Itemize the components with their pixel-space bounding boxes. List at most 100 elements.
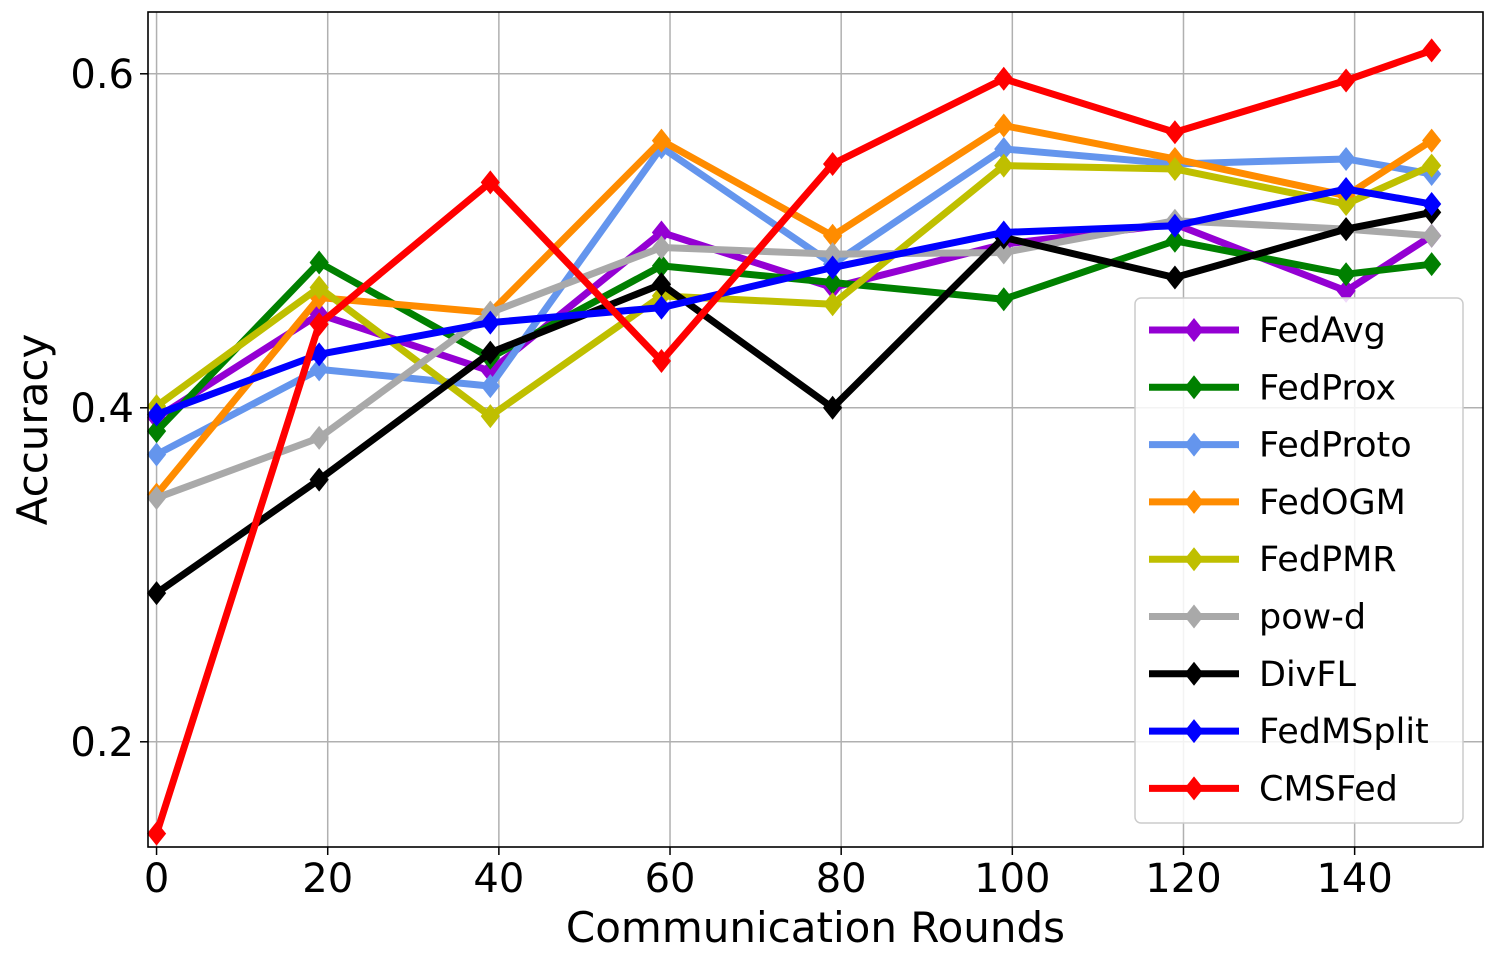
legend-item-fedpmr: FedPMR xyxy=(1149,540,1397,580)
plot-frame xyxy=(147,11,1484,848)
data-point xyxy=(146,402,167,427)
x-tick-label: 60 xyxy=(645,856,696,902)
data-point xyxy=(1336,278,1356,303)
data-point xyxy=(146,442,167,467)
legend-item-fedavg: FedAvg xyxy=(1149,311,1386,351)
data-point xyxy=(1336,146,1356,171)
data-point xyxy=(994,136,1014,161)
data-point xyxy=(823,270,843,295)
legend-box xyxy=(1134,297,1464,824)
x-tick-label: 100 xyxy=(974,856,1050,902)
data-point xyxy=(823,223,843,248)
series-cmsfed xyxy=(146,38,1442,846)
legend-item-divfl: DivFL xyxy=(1149,655,1357,695)
legend-marker xyxy=(1184,719,1204,744)
legend-label: FedPMR xyxy=(1259,540,1397,580)
legend-item-fedogm: FedOGM xyxy=(1149,483,1406,523)
data-point xyxy=(1336,192,1356,217)
data-point xyxy=(651,349,672,374)
data-point xyxy=(1422,153,1442,178)
legend-label: FedAvg xyxy=(1259,311,1386,351)
legend-label: FedMSplit xyxy=(1259,712,1429,752)
y-axis-ticks: 0.2 0.4 0.6 xyxy=(70,52,148,766)
data-point xyxy=(994,287,1014,312)
data-point xyxy=(146,581,167,606)
series-fedmsplit xyxy=(146,177,1442,427)
data-point xyxy=(309,357,329,382)
data-point xyxy=(994,220,1014,245)
legend-label: CMSFed xyxy=(1259,769,1398,809)
data-point xyxy=(651,295,672,320)
data-point xyxy=(651,235,672,260)
legend-label: pow-d xyxy=(1259,598,1366,638)
data-point xyxy=(146,485,167,510)
data-point xyxy=(1165,120,1185,145)
data-point xyxy=(1165,265,1185,290)
legend-marker xyxy=(1184,604,1204,629)
x-tick-label: 140 xyxy=(1316,856,1392,902)
data-point xyxy=(480,359,500,384)
data-point xyxy=(823,151,843,176)
legend-item-fedproto: FedProto xyxy=(1149,426,1412,466)
data-point xyxy=(1165,213,1185,238)
data-point xyxy=(823,395,843,420)
y-axis-title: Accuracy xyxy=(8,334,57,526)
data-point xyxy=(1422,38,1442,63)
data-point xyxy=(1336,177,1356,202)
legend-item-pow-d: pow-d xyxy=(1149,598,1366,638)
data-point xyxy=(1336,217,1356,242)
data-point xyxy=(1422,252,1442,277)
legend-label: FedOGM xyxy=(1259,483,1406,523)
legend-label: DivFL xyxy=(1259,655,1357,695)
legend-item-fedprox: FedProx xyxy=(1149,368,1396,408)
data-point xyxy=(1336,262,1356,287)
data-point xyxy=(146,821,167,846)
x-tick-label: 120 xyxy=(1145,856,1221,902)
data-point xyxy=(651,272,672,297)
data-point xyxy=(480,374,500,399)
x-tick-label: 80 xyxy=(816,856,867,902)
legend-marker xyxy=(1184,547,1204,572)
y-tick-label: 0.2 xyxy=(70,720,134,766)
data-point xyxy=(823,242,843,267)
legend-marker xyxy=(1184,432,1204,457)
data-point xyxy=(309,425,329,450)
series-lines xyxy=(146,38,1442,846)
data-point xyxy=(1422,223,1442,248)
data-point xyxy=(823,255,843,280)
data-point xyxy=(309,275,329,300)
data-point xyxy=(309,250,329,275)
data-point xyxy=(309,467,329,492)
data-point xyxy=(1422,192,1442,217)
legend-label: FedProx xyxy=(1259,368,1396,408)
legend-label: FedProto xyxy=(1259,426,1412,466)
data-point xyxy=(309,342,329,367)
x-tick-label: 40 xyxy=(473,856,524,902)
data-point xyxy=(651,128,672,153)
legend-marker xyxy=(1184,318,1204,342)
data-point xyxy=(146,419,167,444)
data-point xyxy=(1336,68,1356,93)
series-fedprox xyxy=(146,228,1442,444)
data-point xyxy=(994,66,1014,91)
legend-marker xyxy=(1184,375,1204,400)
data-point xyxy=(823,292,843,317)
data-point xyxy=(651,253,672,278)
data-point xyxy=(1165,156,1185,181)
legend-marker xyxy=(1184,776,1204,801)
data-point xyxy=(309,312,329,337)
data-point xyxy=(994,113,1014,138)
legend-marker xyxy=(1184,661,1204,686)
legend-item-fedmsplit: FedMSplit xyxy=(1149,712,1429,752)
legend-marker xyxy=(1184,489,1204,514)
data-point xyxy=(480,310,500,335)
data-point xyxy=(480,404,500,429)
data-point xyxy=(994,153,1014,178)
legend: FedAvg FedProx FedProto FedOGM FedPMR pow-d Di… xyxy=(1134,297,1464,824)
data-point xyxy=(480,340,500,365)
x-tick-label: 20 xyxy=(302,856,353,902)
legend-item-cmsfed: CMSFed xyxy=(1149,769,1398,809)
data-point xyxy=(480,170,500,195)
x-axis-title: Communication Rounds xyxy=(566,903,1065,952)
